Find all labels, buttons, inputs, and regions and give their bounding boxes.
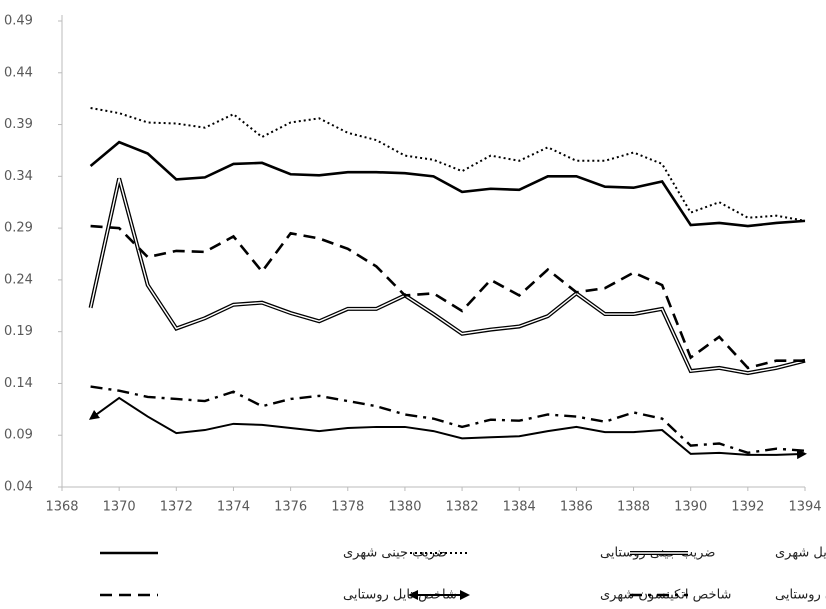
y-tick-label: 0.49 — [4, 14, 33, 29]
x-tick-label: 1380 — [388, 500, 421, 515]
x-tick-label: 1390 — [674, 500, 707, 515]
y-tick-label: 0.44 — [4, 65, 33, 80]
series-line — [89, 140, 806, 228]
x-tick-label: 1386 — [560, 500, 593, 515]
y-tick-label: 0.29 — [4, 221, 33, 236]
series-line — [88, 396, 807, 460]
x-tick-label: 1382 — [446, 500, 479, 515]
x-tick-label: 1378 — [331, 500, 364, 515]
x-tick-label: 1376 — [274, 500, 307, 515]
x-tick-label: 1368 — [45, 500, 78, 515]
legend-label: شاخص اتکینسون روستایی — [775, 588, 826, 603]
x-tick-label: 1374 — [217, 500, 250, 515]
y-tick-label: 0.09 — [4, 428, 33, 443]
series-line — [90, 107, 806, 222]
legend-label: ضریب جینی شهری — [343, 546, 447, 561]
x-tick-label: 1370 — [103, 500, 136, 515]
y-tick-label: 0.14 — [4, 376, 33, 391]
series-line — [90, 224, 805, 370]
series-line — [88, 177, 806, 376]
series-line-inner — [89, 178, 806, 374]
y-tick-label: 0.24 — [4, 272, 33, 287]
legend-label: شاخص تایل شهری — [775, 546, 826, 561]
y-tick-label: 0.04 — [4, 480, 33, 495]
series-line — [90, 385, 806, 455]
y-tick-label: 0.34 — [4, 169, 33, 184]
x-tick-label: 1392 — [731, 500, 764, 515]
x-tick-label: 1372 — [160, 500, 193, 515]
x-tick-label: 1384 — [503, 500, 536, 515]
x-tick-label: 1388 — [617, 500, 650, 515]
x-tick-label: 1394 — [788, 500, 821, 515]
y-tick-label: 0.19 — [4, 324, 33, 339]
y-tick-label: 0.39 — [4, 117, 33, 132]
